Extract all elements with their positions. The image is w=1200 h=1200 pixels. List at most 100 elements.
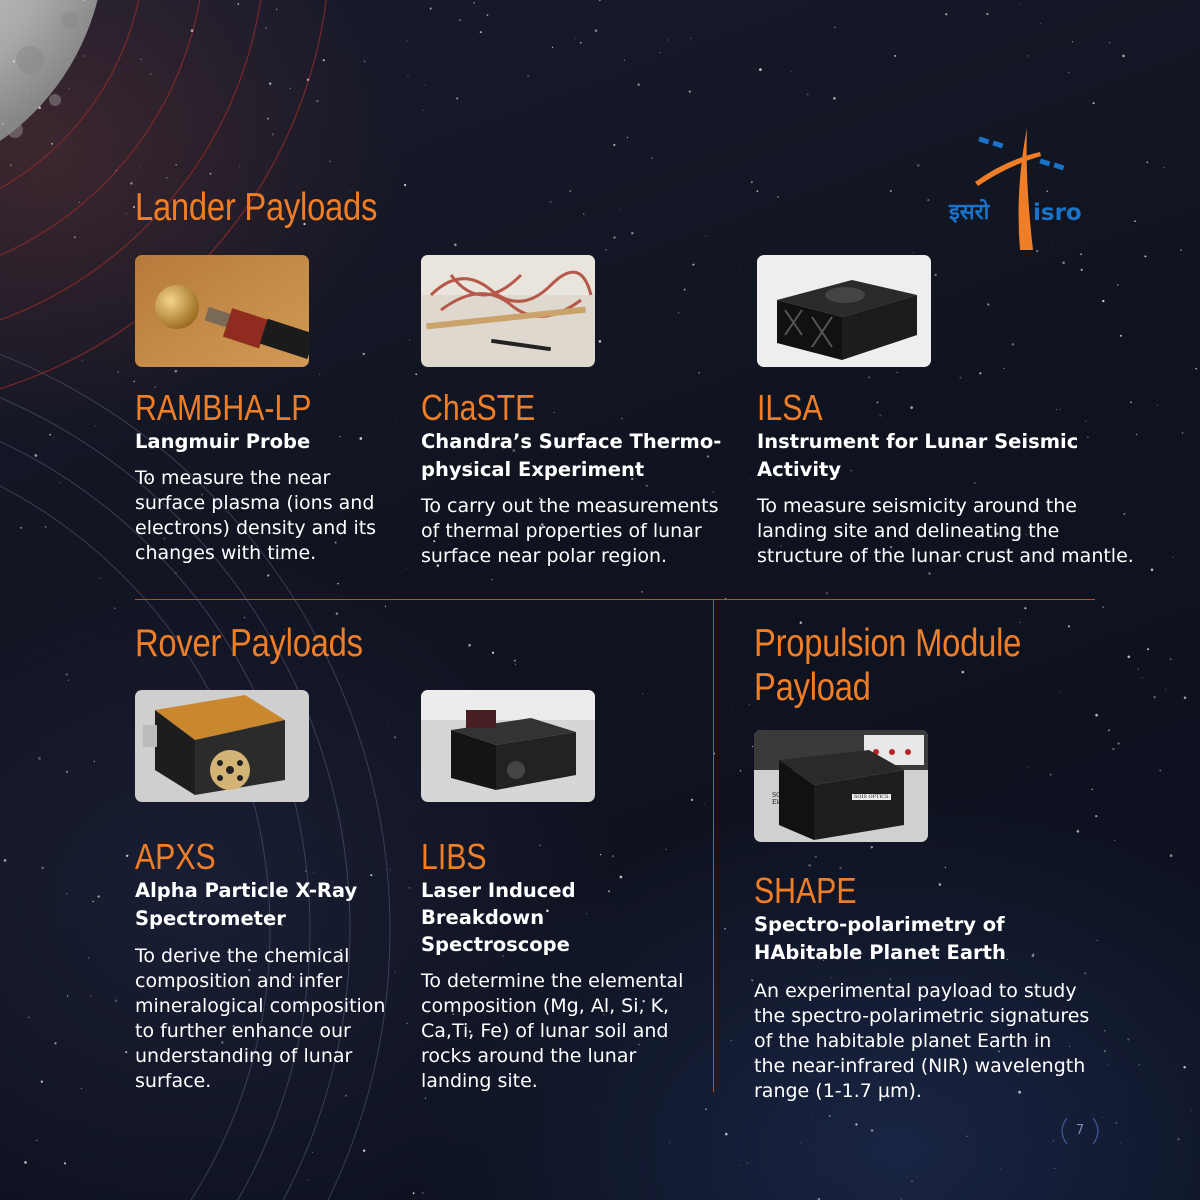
star	[1169, 658, 1172, 661]
star	[1052, 1140, 1055, 1142]
star	[1129, 401, 1132, 404]
star	[406, 40, 408, 42]
libs-fullname: Laser Induced Breakdown Spectroscope	[421, 879, 576, 956]
star	[740, 269, 741, 271]
star	[93, 760, 96, 762]
star	[442, 1056, 443, 1058]
star	[173, 635, 175, 637]
star	[1006, 958, 1009, 961]
star	[799, 621, 803, 625]
libs-name: LIBS	[421, 836, 487, 877]
star	[616, 437, 619, 439]
star	[788, 1088, 791, 1091]
star	[547, 1012, 548, 1013]
propulsion-title-line2: Payload	[754, 666, 871, 709]
star	[502, 955, 504, 957]
star	[409, 339, 411, 341]
star	[329, 160, 331, 162]
star	[705, 235, 707, 237]
star	[1108, 729, 1110, 732]
star	[1113, 839, 1116, 842]
star	[1076, 830, 1080, 833]
star	[1091, 788, 1093, 790]
star	[833, 699, 835, 701]
star	[1040, 23, 1041, 24]
star	[1032, 953, 1035, 956]
star	[359, 437, 363, 440]
star	[828, 1115, 831, 1117]
star	[667, 39, 669, 41]
star	[235, 401, 236, 403]
star	[999, 1168, 1001, 1169]
star	[1135, 433, 1138, 436]
star	[1153, 695, 1156, 699]
star	[179, 518, 181, 520]
star	[459, 19, 461, 21]
star	[305, 870, 307, 872]
star	[1183, 696, 1187, 700]
star	[1084, 972, 1086, 974]
star	[403, 183, 407, 187]
star	[138, 411, 140, 413]
star	[313, 872, 315, 874]
star	[870, 1129, 874, 1132]
star	[1080, 253, 1082, 255]
star	[1181, 432, 1184, 434]
star	[66, 770, 69, 773]
star	[1182, 355, 1184, 356]
star	[150, 73, 152, 75]
star	[1137, 668, 1139, 670]
star	[1059, 408, 1061, 410]
star	[335, 612, 338, 615]
star	[966, 1135, 968, 1138]
chaste-photo	[421, 255, 595, 367]
star	[1120, 1143, 1122, 1145]
rambha-lp-description: To measure the near surface plasma (ions…	[135, 467, 377, 564]
star	[689, 37, 692, 40]
star	[683, 288, 686, 291]
rocket-swoosh-icon	[975, 128, 1065, 250]
star	[704, 803, 706, 805]
star	[82, 55, 85, 57]
chaste-description: To carry out the measurements of thermal…	[421, 495, 719, 567]
star	[349, 190, 351, 192]
star	[1108, 41, 1111, 44]
star	[911, 1180, 913, 1183]
star	[1104, 1029, 1106, 1032]
star	[1156, 404, 1158, 406]
star	[54, 1042, 57, 1045]
star	[1103, 1050, 1106, 1053]
apxs-photo	[135, 690, 309, 802]
star	[175, 572, 177, 574]
star	[65, 673, 68, 676]
star	[811, 1113, 812, 1115]
star	[175, 164, 177, 166]
star	[133, 206, 135, 208]
star	[739, 769, 742, 772]
star	[780, 545, 782, 547]
star	[889, 978, 892, 980]
star	[712, 491, 714, 493]
star	[1115, 1122, 1117, 1124]
chaste-name: ChaSTE	[421, 387, 536, 428]
star	[452, 1013, 454, 1015]
star	[391, 470, 393, 472]
star	[724, 597, 727, 600]
star	[580, 41, 582, 44]
star	[367, 507, 371, 510]
section-divider	[135, 599, 1095, 600]
star	[63, 1162, 67, 1165]
star	[244, 1002, 246, 1005]
star	[1068, 72, 1070, 74]
star	[491, 651, 495, 654]
star	[239, 165, 241, 167]
star	[395, 500, 397, 502]
libs-description: To determine the elemental composition (…	[421, 970, 684, 1092]
star	[619, 875, 623, 879]
star	[267, 574, 270, 577]
star	[1165, 688, 1167, 690]
star	[538, 844, 541, 847]
star	[289, 87, 291, 90]
star	[907, 1091, 909, 1093]
